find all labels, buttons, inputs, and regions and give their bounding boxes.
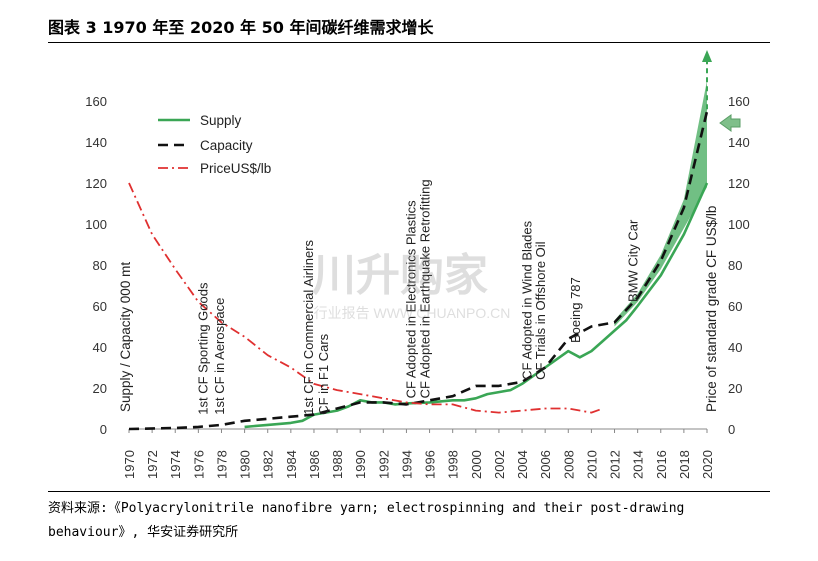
annotation-label: CF Adopted in Earthquake Retrofitting: [418, 179, 433, 398]
y-tick-label-right: 140: [728, 135, 750, 150]
x-tick-label: 1976: [191, 450, 206, 479]
y-tick-label-right: 0: [728, 422, 735, 437]
annotation-label: BMW City Car: [626, 219, 641, 302]
legend-label: PriceUS$/lb: [200, 161, 271, 176]
x-tick-label: 1982: [261, 450, 276, 479]
y-tick-label-left: 140: [85, 135, 107, 150]
x-tick-label: 1998: [446, 450, 461, 479]
series-line-capacity: [128, 110, 709, 431]
x-tick-label: 2012: [608, 450, 623, 479]
x-tick-label: 2016: [654, 450, 669, 479]
x-tick-label: 2010: [584, 450, 599, 479]
y-tick-label-right: 40: [728, 340, 742, 355]
y2-axis-title: Price of standard grade CF US$/lb: [704, 206, 719, 412]
page-title: 图表 3 1970 年至 2020 年 50 年间碳纤维需求增长: [48, 18, 434, 37]
forecast-arrow-head: [702, 50, 712, 62]
annotation-label: CF in F1 Cars: [316, 333, 331, 414]
x-tick-label: 1996: [423, 450, 438, 479]
title-rule: [48, 42, 770, 43]
forecast-band-layer: [614, 80, 707, 327]
y-tick-label-right: 160: [728, 94, 750, 109]
x-tick-label: 1978: [214, 450, 229, 479]
y-tick-label-left: 40: [93, 340, 107, 355]
series-line-priceuslb: [128, 182, 604, 414]
annotations-layer: 1st CF Sporting Goods 1st CF in Aerospace…: [196, 179, 641, 414]
annotation-label: CF Adopted in Electronics Plastics: [404, 200, 419, 398]
watermark-text: 川升购家: [312, 251, 488, 300]
annotation-label: 1st CF in Commercial Airliners: [301, 239, 316, 414]
y-tick-label-left: 120: [85, 176, 107, 191]
y-tick-label-left: 160: [85, 94, 107, 109]
x-tick-label: 1980: [238, 450, 253, 479]
forecast-band: [614, 80, 707, 327]
x-tick-label: 2018: [677, 450, 692, 479]
x-tick-label: 2020: [700, 450, 715, 479]
series-line-supply: [244, 182, 709, 429]
legend-label: Capacity: [200, 138, 253, 153]
annotation-label: CF Trials in Offshore Oil: [533, 241, 548, 380]
x-tick-label: 2002: [492, 450, 507, 479]
x-tick-label: 2004: [515, 450, 530, 479]
source-note: 资料来源:《Polyacrylonitrile nanofibre yarn; …: [48, 497, 770, 545]
annotation-label: CF Adopted in Wind Blades: [519, 220, 534, 379]
watermark-subtext: 行业报告 WWW.CHUANPO.CN: [314, 305, 511, 321]
y-tick-label-left: 60: [93, 299, 107, 314]
y-tick-label-left: 20: [93, 381, 107, 396]
x-tick-label: 1992: [376, 450, 391, 479]
annotation-label: 1st CF Sporting Goods: [196, 282, 211, 415]
x-tick-label: 2014: [631, 450, 646, 479]
x-tick-label: 2008: [561, 450, 576, 479]
y-tick-label-right: 60: [728, 299, 742, 314]
x-tick-label: 1986: [307, 450, 322, 479]
x-tick-label: 1974: [168, 450, 183, 479]
source-line-2: behaviour》, 华安证券研究所: [48, 525, 239, 540]
x-tick-label: 1970: [122, 450, 137, 479]
pointer-arrow: [719, 114, 741, 132]
source-rule: [48, 491, 770, 492]
annotation-label: 1st CF in Aerospace: [212, 298, 227, 415]
y-tick-label-right: 120: [728, 176, 750, 191]
x-tick-label: 1994: [399, 450, 414, 479]
x-tick-label: 1984: [284, 450, 299, 479]
x-tick-label: 1990: [353, 450, 368, 479]
legend: Supply Capacity PriceUS$/lb: [158, 113, 271, 176]
extras-layer: [702, 50, 741, 132]
y-tick-label-right: 20: [728, 381, 742, 396]
x-tick-label: 1988: [330, 450, 345, 479]
y-tick-label-left: 100: [85, 217, 107, 232]
x-tick-label: 2000: [469, 450, 484, 479]
y-tick-label-left: 80: [93, 258, 107, 273]
y-tick-label-right: 80: [728, 258, 742, 273]
y-tick-label-right: 100: [728, 217, 750, 232]
annotation-label: Boeing 787: [568, 277, 583, 343]
x-tick-label: 2006: [538, 450, 553, 479]
source-line-1: 资料来源:《Polyacrylonitrile nanofibre yarn; …: [48, 501, 685, 516]
y-tick-label-left: 0: [100, 422, 107, 437]
legend-label: Supply: [200, 113, 242, 128]
series-layer: [128, 110, 709, 431]
y-axis-title: Supply / Capacity 000 mt: [118, 262, 133, 412]
x-tick-label: 1972: [145, 450, 160, 479]
